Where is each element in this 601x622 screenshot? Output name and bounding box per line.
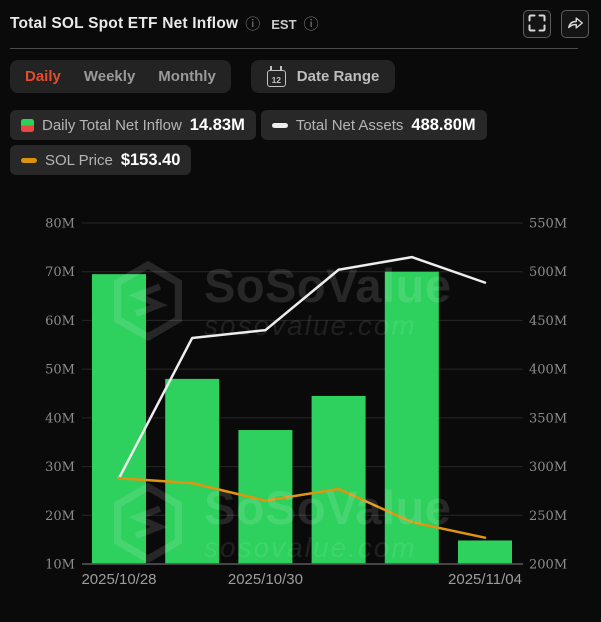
- left-axis-tick: 50M: [45, 363, 75, 378]
- calendar-icon: 12: [266, 66, 286, 87]
- x-axis-tick: 2025/10/28: [81, 571, 156, 588]
- inflow-green-red-swatch-icon: [21, 118, 34, 132]
- date-range-button[interactable]: 12 Date Range: [250, 60, 396, 93]
- header-divider: [10, 48, 578, 49]
- legend-value: 14.83M: [189, 115, 245, 134]
- right-axis-tick: 250M: [529, 509, 567, 524]
- right-axis-tick: 550M: [529, 217, 567, 232]
- tab-monthly[interactable]: Monthly: [158, 68, 216, 85]
- legend-value: $153.40: [120, 150, 181, 169]
- right-axis-tick: 350M: [529, 411, 567, 426]
- bar-daily-net-inflow[interactable]: [458, 540, 512, 564]
- price-line-swatch-icon: [21, 157, 37, 163]
- legend-item-total-net-assets[interactable]: Total Net Assets 488.80M: [260, 110, 487, 140]
- right-axis-tick: 450M: [529, 314, 567, 329]
- legend-label: Total Net Assets: [295, 116, 404, 134]
- bar-daily-net-inflow[interactable]: [311, 395, 366, 564]
- legend-item-sol-price[interactable]: SOL Price $153.40: [10, 145, 192, 175]
- line-total-net-assets[interactable]: [117, 255, 487, 480]
- calendar-day-number: 12: [271, 75, 282, 86]
- title-info-icon[interactable]: ⓘ: [245, 15, 261, 33]
- fullscreen-button[interactable]: [523, 10, 551, 38]
- x-axis-tick: 2025/11/04: [448, 571, 522, 588]
- timezone-info-icon[interactable]: ⓘ: [303, 15, 319, 33]
- line-sol-price[interactable]: [117, 477, 487, 539]
- share-button[interactable]: [561, 10, 589, 38]
- assets-line-swatch-icon: [271, 122, 288, 128]
- x-axis-tick: 2025/10/30: [228, 571, 303, 588]
- legend-value: 488.80M: [411, 115, 476, 134]
- legend-label: SOL Price: [45, 151, 113, 169]
- right-axis-tick: 200M: [529, 558, 567, 573]
- chart-header: Total SOL Spot ETF Net Inflow ⓘ EST ⓘ: [0, 0, 601, 48]
- chart-legend: Daily Total Net Inflow 14.83M Total Net …: [10, 110, 530, 175]
- left-axis-tick: 30M: [45, 460, 75, 475]
- date-range-label: Date Range: [296, 68, 380, 85]
- chart-area[interactable]: 80M 550M 70M 500M 60M 450M 50M 400M 40M 350M 30M 30…: [0, 195, 601, 622]
- left-axis-tick: 40M: [45, 411, 75, 426]
- left-axis-tick: 70M: [45, 265, 75, 280]
- share-icon: [566, 14, 585, 35]
- page-title: Total SOL Spot ETF Net Inflow: [10, 15, 239, 32]
- legend-label: Daily Total Net Inflow: [42, 116, 182, 134]
- chart-svg[interactable]: 80M 550M 70M 500M 60M 450M 50M 400M 40M 350M 30M 30…: [0, 195, 601, 622]
- header-actions: [523, 10, 589, 38]
- left-axis-tick: 10M: [45, 558, 75, 573]
- right-axis-tick: 400M: [529, 363, 567, 378]
- left-axis-tick: 80M: [45, 217, 75, 232]
- right-axis-tick: 500M: [529, 265, 567, 280]
- fullscreen-icon: [527, 13, 547, 36]
- bar-daily-net-inflow[interactable]: [92, 274, 146, 564]
- period-tabs: Daily Weekly Monthly: [10, 60, 231, 93]
- legend-item-daily-net-inflow[interactable]: Daily Total Net Inflow 14.83M: [10, 110, 256, 140]
- right-axis-tick: 300M: [529, 460, 567, 475]
- tab-daily[interactable]: Daily: [25, 68, 61, 85]
- bar-daily-net-inflow[interactable]: [165, 378, 220, 564]
- timezone-label: EST: [271, 16, 297, 32]
- left-axis-tick: 60M: [45, 314, 75, 329]
- controls-row: Daily Weekly Monthly 12 Date Range: [10, 60, 396, 93]
- tab-weekly[interactable]: Weekly: [83, 68, 136, 85]
- bar-daily-net-inflow[interactable]: [384, 271, 439, 564]
- left-axis-tick: 20M: [45, 509, 75, 524]
